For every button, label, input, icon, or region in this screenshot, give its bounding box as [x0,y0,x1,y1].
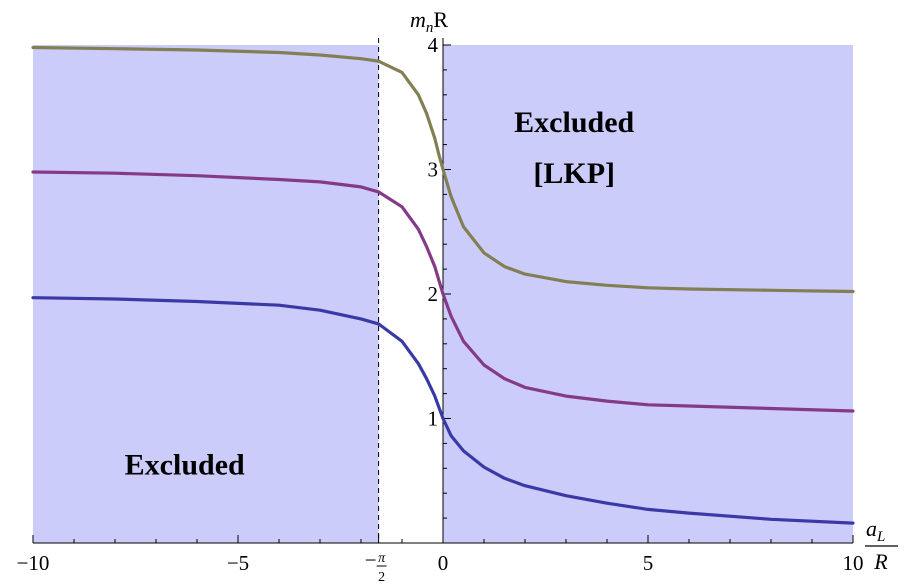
excluded-label-2-1: Excluded [514,106,634,139]
y-tick-label: 3 [428,158,439,182]
series-line-3 [31,45,855,294]
series-group [31,45,855,525]
y-tick-label: 2 [428,282,439,306]
series-line-2 [31,170,855,413]
axes: −10 −5 0 5 10 − π 2 1 2 3 4 [17,33,864,585]
series-line-1 [31,296,855,525]
excluded-region-2 [443,45,853,543]
excluded-label-2-2: [LKP] [533,157,615,190]
x-axis-label-denominator: R [873,549,888,574]
special-tick-denominator: 2 [378,570,385,585]
y-tick-label: 4 [428,33,439,57]
x-tick-label: 10 [843,551,864,575]
x-tick-label: −5 [227,551,249,575]
x-tick-label: 0 [438,551,449,575]
y-tick-label: 1 [428,407,439,431]
excluded-region-1 [33,45,379,543]
excluded-label-1-1: Excluded [125,449,245,482]
x-tick-label: 5 [643,551,654,575]
labels: Excluded Excluded [LKP] mnR aL R [125,7,898,574]
excluded-regions [33,45,853,543]
y-axis-label: mnR [410,7,448,36]
x-axis-label-numerator: aL [866,516,885,545]
special-tick-prefix: − [365,548,377,572]
x-tick-label: −10 [17,551,50,575]
special-tick-numerator: π [378,551,386,566]
